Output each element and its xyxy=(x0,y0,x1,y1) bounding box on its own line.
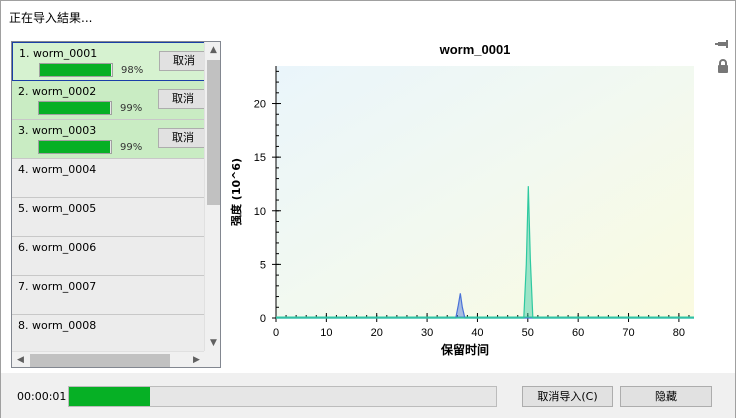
footer-bar: 00:00:01 取消导入(C) 隐藏 xyxy=(1,373,735,418)
item-cancel-button[interactable]: 取消 xyxy=(159,51,209,71)
x-tick-label: 0 xyxy=(273,327,279,339)
list-item[interactable]: 1. worm_0001 98% 取消 xyxy=(12,42,209,81)
item-progress-fill xyxy=(39,102,111,114)
x-tick-label: 10 xyxy=(320,327,332,339)
item-name: 2. worm_0002 xyxy=(18,85,97,98)
lock-icon[interactable] xyxy=(715,58,731,74)
list-item[interactable]: 6. worm_0006 xyxy=(12,237,205,276)
scroll-right-icon[interactable]: ▶ xyxy=(193,355,200,365)
list-item[interactable]: 8. worm_0008 xyxy=(12,315,205,354)
overall-progress-fill xyxy=(69,387,151,406)
y-tick-label: 15 xyxy=(254,152,266,164)
item-name: 1. worm_0001 xyxy=(19,47,98,60)
item-percent: 99% xyxy=(120,103,143,114)
x-axis-label: 保留时间 xyxy=(440,342,489,357)
scroll-up-icon[interactable]: ▲ xyxy=(210,45,217,55)
hide-button[interactable]: 隐藏 xyxy=(620,386,712,407)
list-item[interactable]: 3. worm_0003 99% 取消 xyxy=(12,120,208,159)
item-progress-fill xyxy=(39,141,111,153)
item-progress-bar xyxy=(38,101,112,115)
item-name: 6. worm_0006 xyxy=(18,241,97,254)
dialog-title: 正在导入結果... xyxy=(9,11,93,25)
hscroll-thumb[interactable] xyxy=(30,354,170,367)
x-tick-label: 40 xyxy=(471,327,483,339)
y-tick-label: 10 xyxy=(254,206,266,218)
item-cancel-button[interactable]: 取消 xyxy=(158,89,208,109)
y-tick-label: 20 xyxy=(254,99,266,111)
series-1-line xyxy=(276,186,694,319)
item-progress-fill xyxy=(40,64,111,76)
x-tick-label: 70 xyxy=(622,327,634,339)
item-name: 8. worm_0008 xyxy=(18,319,97,332)
item-cancel-button[interactable]: 取消 xyxy=(158,128,208,148)
list-item[interactable]: 2. worm_0002 99% 取消 xyxy=(12,81,208,120)
x-tick-label: 20 xyxy=(371,327,383,339)
overall-progress-bar xyxy=(68,386,497,407)
elapsed-time: 00:00:01 xyxy=(17,390,67,403)
scroll-left-icon[interactable]: ◀ xyxy=(17,355,24,365)
chromatogram-chart: worm_0001 0 5 10 15 20 0 10 20 30 40 50 60 70 80 保留时间 强度… xyxy=(229,42,694,357)
scroll-thumb[interactable] xyxy=(207,60,220,205)
cancel-import-button[interactable]: 取消导入(C) xyxy=(522,386,613,407)
item-name: 3. worm_0003 xyxy=(18,124,97,137)
scroll-down-icon[interactable]: ▼ xyxy=(210,338,217,348)
list-item[interactable]: 4. worm_0004 xyxy=(12,159,205,198)
item-percent: 99% xyxy=(120,142,143,153)
vertical-scrollbar[interactable]: ▲ ▼ xyxy=(204,42,220,352)
item-name: 4. worm_0004 xyxy=(18,163,97,176)
list-item[interactable]: 7. worm_0007 xyxy=(12,276,205,315)
y-axis-label: 强度 (10^6) xyxy=(229,158,243,226)
y-tick-label: 5 xyxy=(260,259,266,271)
x-tick-label: 30 xyxy=(421,327,433,339)
chart-title: worm_0001 xyxy=(439,42,511,57)
list-item[interactable]: 5. worm_0005 xyxy=(12,198,205,237)
import-list[interactable]: 1. worm_0001 98% 取消 2. worm_0002 99% 取消 3. wor… xyxy=(11,41,221,368)
item-progress-bar xyxy=(38,140,112,154)
pin-icon[interactable] xyxy=(715,36,731,52)
item-name: 7. worm_0007 xyxy=(18,280,97,293)
item-percent: 98% xyxy=(121,65,144,76)
x-tick-label: 60 xyxy=(572,327,584,339)
horizontal-scrollbar[interactable]: ◀ ▶ xyxy=(12,351,205,367)
item-name: 5. worm_0005 xyxy=(18,202,97,215)
y-tick-label: 0 xyxy=(260,313,266,325)
x-tick-label: 50 xyxy=(522,327,534,339)
item-progress-bar xyxy=(39,63,113,77)
plot-area xyxy=(276,66,694,318)
scroll-corner xyxy=(204,351,220,367)
x-tick-label: 80 xyxy=(673,327,685,339)
